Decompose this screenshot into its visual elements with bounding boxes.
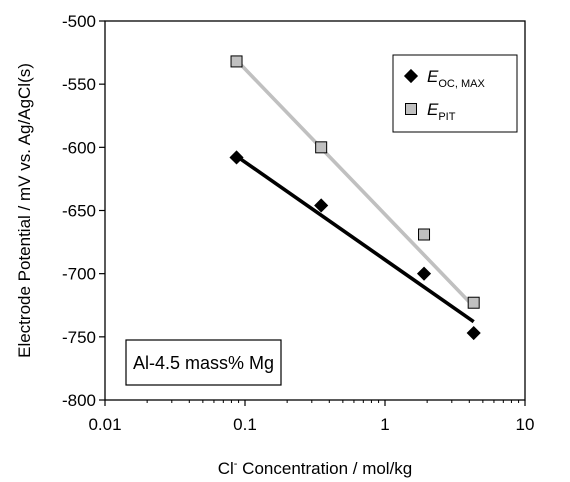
legend-label: EPIT	[427, 100, 456, 123]
y-tick-label: -550	[62, 75, 96, 94]
x-tick-label: 0.1	[233, 415, 257, 434]
y-tick-label: -500	[62, 12, 96, 31]
data-points	[229, 55, 481, 341]
legend: EOC, MAX EPIT	[392, 54, 518, 133]
y-tick-label: -800	[62, 391, 96, 410]
y-tick-label: -650	[62, 202, 96, 221]
y-tick-label: -750	[62, 328, 96, 347]
trendline-square	[235, 58, 475, 308]
y-axis: -500 -550 -600 -650 -700 -750 -800	[62, 12, 105, 410]
x-tick-label: 0.01	[88, 415, 121, 434]
annotation-text: Al-4.5 mass% Mg	[133, 353, 274, 373]
data-point-square	[230, 55, 243, 68]
data-point-diamond	[466, 325, 481, 341]
annotation-box	[125, 339, 282, 386]
data-point-square	[315, 141, 328, 154]
x-axis-title-suffix: Concentration / mol/kg	[237, 459, 412, 478]
legend-marker-diamond	[403, 68, 419, 84]
trendlines	[235, 58, 475, 324]
x-axis: 0.01 0.1 1 10	[88, 400, 534, 434]
data-point-square	[418, 228, 431, 241]
legend-box	[392, 54, 518, 133]
legend-marker-square	[405, 103, 417, 115]
x-axis-title-prefix: Cl	[218, 459, 234, 478]
data-point-diamond	[416, 266, 432, 281]
x-tick-label: 10	[516, 415, 535, 434]
y-tick-label: -600	[62, 138, 96, 157]
data-point-diamond	[229, 150, 244, 165]
data-point-diamond	[314, 198, 329, 213]
y-tick-label: -700	[62, 265, 96, 284]
annotation: Al-4.5 mass% Mg	[125, 339, 282, 386]
y-axis-title: Electrode Potential / mV vs. Ag/AgCl(s)	[15, 63, 34, 358]
x-tick-label: 1	[380, 415, 389, 434]
x-axis-title: Cl- Concentration / mol/kg	[218, 458, 413, 478]
trendline-diamond	[235, 154, 475, 324]
legend-label: EOC, MAX	[427, 67, 485, 90]
data-point-square	[467, 296, 480, 309]
x-axis-title-superscript: -	[234, 458, 238, 470]
